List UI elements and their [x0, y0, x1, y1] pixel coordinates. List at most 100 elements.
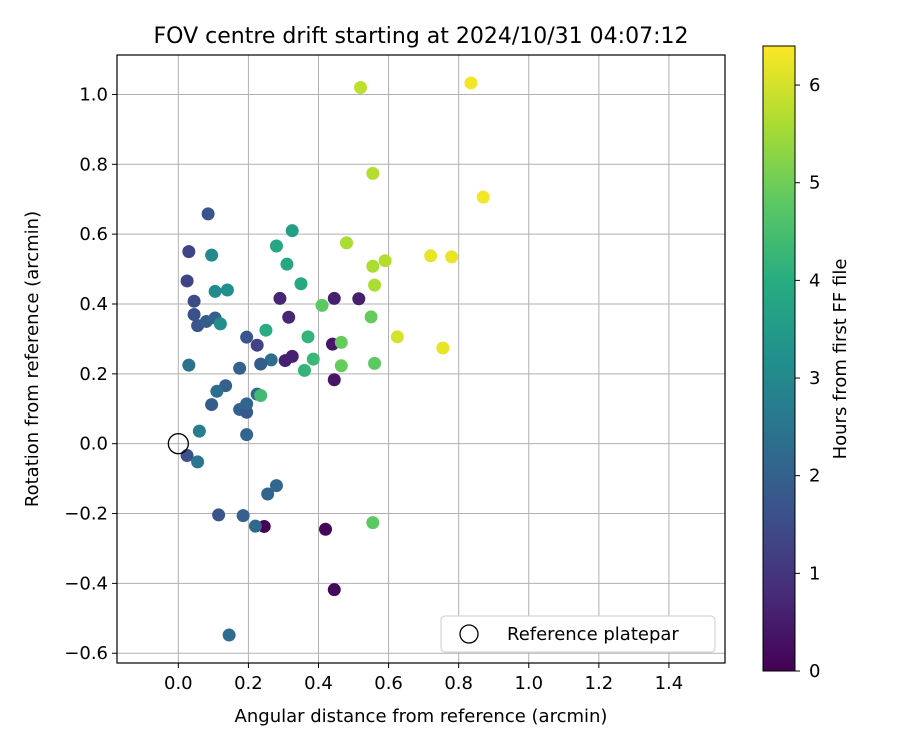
- data-points: [180, 76, 490, 642]
- data-point: [210, 384, 224, 398]
- x-tick-label: 1.0: [514, 673, 543, 694]
- grid: [117, 55, 725, 663]
- colorbar-tick-label: 5: [809, 173, 820, 194]
- data-point: [366, 166, 380, 180]
- data-point: [368, 278, 382, 292]
- y-tick-label: −0.6: [64, 643, 108, 664]
- reference-platepar-marker: [167, 433, 189, 455]
- data-point: [201, 207, 215, 221]
- data-point: [180, 274, 194, 288]
- x-tick-label: 1.4: [655, 673, 684, 694]
- data-point: [424, 249, 438, 263]
- legend-reference-marker: [459, 624, 479, 644]
- data-point: [259, 323, 273, 337]
- data-point: [315, 298, 329, 312]
- y-tick-label: 1.0: [79, 84, 108, 105]
- y-axis-ticks: −0.6 −0.4 −0.2 0.0 0.2 0.4 0.6 0.8 1.0: [64, 84, 117, 664]
- colorbar-tick-label: 2: [809, 466, 820, 487]
- data-point: [222, 628, 236, 642]
- data-point: [240, 397, 254, 411]
- y-tick-label: 0.2: [79, 364, 108, 385]
- legend-label: Reference platepar: [507, 624, 679, 645]
- data-point: [354, 80, 368, 94]
- data-point: [327, 291, 341, 305]
- data-point: [334, 335, 348, 349]
- data-point: [273, 291, 287, 305]
- data-point: [390, 330, 404, 344]
- data-point: [261, 487, 275, 501]
- legend: Reference platepar: [440, 615, 716, 653]
- data-point: [285, 224, 299, 238]
- chart-title: FOV centre drift starting at 2024/10/31 …: [154, 24, 689, 49]
- x-tick-label: 0.2: [234, 673, 263, 694]
- colorbar-tick-label: 4: [809, 270, 820, 291]
- y-tick-label: 0.6: [79, 224, 108, 245]
- colorbar-tick-label: 3: [809, 368, 820, 389]
- data-point: [254, 357, 268, 371]
- data-point: [187, 294, 201, 308]
- plot-frame: [116, 54, 726, 664]
- data-point: [233, 361, 247, 375]
- data-point: [240, 330, 254, 344]
- colorbar-gradient: [762, 45, 796, 672]
- colorbar: 0 1 2 3 4 5 6 Hours from first FF file: [762, 45, 851, 682]
- y-tick-label: −0.4: [64, 573, 108, 594]
- data-point: [445, 250, 459, 264]
- data-point: [294, 277, 308, 291]
- data-point: [269, 239, 283, 253]
- y-tick-label: 0.0: [79, 434, 108, 455]
- x-axis-label: Angular distance from reference (arcmin): [235, 706, 608, 727]
- data-point: [340, 236, 354, 250]
- data-point: [352, 292, 366, 306]
- colorbar-tick-label: 6: [809, 75, 820, 96]
- data-point: [366, 259, 380, 273]
- data-point: [319, 522, 333, 536]
- data-point: [368, 356, 382, 370]
- data-point: [236, 509, 250, 523]
- data-point: [327, 583, 341, 597]
- legend-box: [440, 615, 716, 653]
- x-tick-label: 0.6: [374, 673, 403, 694]
- data-point: [364, 310, 378, 324]
- colorbar-ticks: 0 1 2 3 4 5 6: [795, 75, 820, 682]
- data-point: [250, 338, 264, 352]
- data-point: [282, 310, 296, 324]
- data-point: [213, 317, 227, 331]
- data-point: [306, 352, 320, 366]
- data-point: [182, 245, 196, 259]
- data-point: [476, 190, 490, 204]
- data-point: [212, 508, 226, 522]
- y-axis-label: Rotation from reference (arcmin): [22, 211, 43, 507]
- y-tick-label: 0.8: [79, 154, 108, 175]
- data-point: [464, 76, 478, 90]
- y-tick-label: −0.2: [64, 504, 108, 525]
- x-tick-label: 0.0: [164, 673, 193, 694]
- data-point: [264, 353, 278, 367]
- data-point: [205, 398, 219, 412]
- data-point: [191, 455, 205, 469]
- colorbar-tick-label: 1: [809, 563, 820, 584]
- data-point: [205, 248, 219, 262]
- data-point: [182, 358, 196, 372]
- data-point: [280, 257, 294, 271]
- colorbar-tick-label: 0: [809, 661, 820, 682]
- data-point: [378, 254, 392, 268]
- data-point: [248, 519, 262, 533]
- colorbar-label: Hours from first FF file: [830, 259, 851, 460]
- y-tick-label: 0.4: [79, 294, 108, 315]
- data-point: [278, 354, 292, 368]
- reference-marker-layer: [167, 433, 189, 455]
- x-tick-label: 1.2: [585, 673, 614, 694]
- data-point: [192, 424, 206, 438]
- x-axis-ticks: 0.0 0.2 0.4 0.6 0.8 1.0 1.2 1.4: [164, 663, 683, 694]
- data-point: [301, 330, 315, 344]
- data-point: [297, 363, 311, 377]
- data-point: [269, 479, 283, 493]
- data-point: [327, 373, 341, 387]
- data-point: [187, 307, 201, 321]
- data-point: [240, 428, 254, 442]
- data-point: [220, 283, 234, 297]
- data-point: [436, 341, 450, 355]
- data-point: [254, 388, 268, 402]
